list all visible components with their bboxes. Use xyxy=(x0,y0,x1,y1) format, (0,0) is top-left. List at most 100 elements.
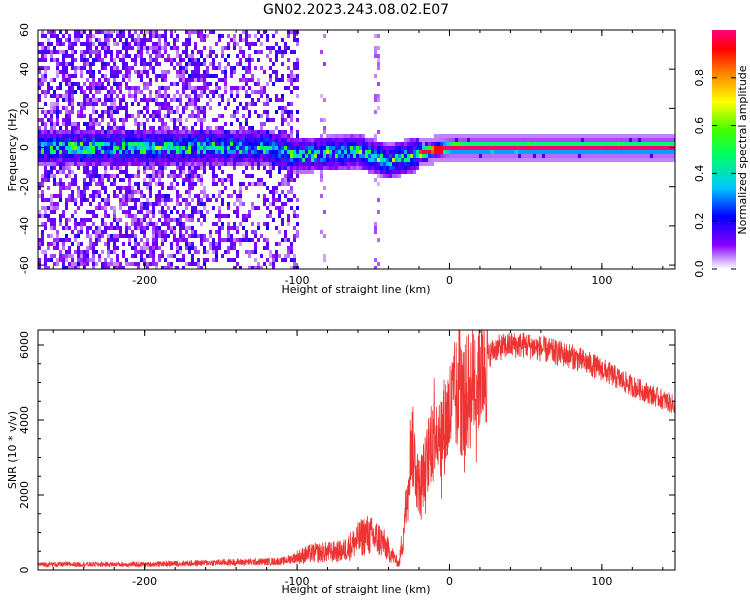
heatmap-cell xyxy=(200,198,203,202)
heatmap-cell xyxy=(485,146,488,150)
heatmap-cell xyxy=(296,234,299,238)
heatmap-cell xyxy=(149,210,152,214)
heatmap-cell xyxy=(146,38,149,42)
heatmap-cell xyxy=(131,254,134,258)
heatmap-cell xyxy=(167,194,170,198)
heatmap-cell xyxy=(74,202,77,206)
heatmap-cell xyxy=(563,134,566,138)
heatmap-cell xyxy=(158,54,161,58)
heatmap-cell xyxy=(119,98,122,102)
heatmap-cell xyxy=(266,222,269,226)
heatmap-cell xyxy=(128,114,131,118)
heatmap-cell xyxy=(365,158,368,162)
heatmap-cell xyxy=(248,146,251,150)
heatmap-cell xyxy=(119,206,122,210)
heatmap-cell xyxy=(662,146,665,150)
heatmap-cell xyxy=(284,174,287,178)
heatmap-cell xyxy=(44,174,47,178)
heatmap-cell xyxy=(152,98,155,102)
heatmap-cell xyxy=(254,146,257,150)
heatmap-cell xyxy=(182,214,185,218)
heatmap-cell xyxy=(47,46,50,50)
heatmap-cell xyxy=(167,266,170,269)
heatmap-cell xyxy=(653,138,656,142)
heatmap-cell xyxy=(143,250,146,254)
heatmap-cell xyxy=(53,150,56,154)
heatmap-cell xyxy=(248,66,251,70)
heatmap-cell xyxy=(203,38,206,42)
heatmap-cell xyxy=(206,258,209,262)
heatmap-cell xyxy=(50,170,53,174)
heatmap-cell xyxy=(281,38,284,42)
heatmap-cell xyxy=(248,42,251,46)
heatmap-cell xyxy=(581,146,584,150)
heatmap-cell xyxy=(143,202,146,206)
heatmap-cell xyxy=(164,70,167,74)
heatmap-cell xyxy=(632,142,635,146)
heatmap-cell xyxy=(164,126,167,130)
heatmap-cell xyxy=(470,138,473,142)
heatmap-cell xyxy=(113,238,116,242)
heatmap-cell xyxy=(191,74,194,78)
heatmap-cell xyxy=(323,258,326,262)
heatmap-cell xyxy=(149,82,152,86)
heatmap-cell xyxy=(386,142,389,146)
heatmap-cell xyxy=(284,42,287,46)
heatmap-cell xyxy=(212,90,215,94)
heatmap-cell xyxy=(239,46,242,50)
heatmap-cell xyxy=(77,102,80,106)
heatmap-cell xyxy=(275,158,278,162)
heatmap-cell xyxy=(221,114,224,118)
x-tick-label: -200 xyxy=(132,575,157,588)
heatmap-cell xyxy=(521,142,524,146)
heatmap-cell xyxy=(212,182,215,186)
heatmap-cell xyxy=(158,94,161,98)
heatmap-cell xyxy=(575,138,578,142)
heatmap-cell xyxy=(281,150,284,154)
heatmap-cell xyxy=(41,122,44,126)
heatmap-cell xyxy=(407,170,410,174)
heatmap-cell xyxy=(587,158,590,162)
heatmap-cell xyxy=(53,246,56,250)
heatmap-cell xyxy=(269,166,272,170)
heatmap-cell xyxy=(137,226,140,230)
heatmap-cell xyxy=(152,114,155,118)
heatmap-cell xyxy=(134,154,137,158)
heatmap-cell xyxy=(176,50,179,54)
heatmap-cell xyxy=(110,134,113,138)
heatmap-cell xyxy=(281,118,284,122)
heatmap-cell xyxy=(233,210,236,214)
heatmap-cell xyxy=(176,98,179,102)
heatmap-cell xyxy=(122,194,125,198)
heatmap-cell xyxy=(191,62,194,66)
heatmap-cell xyxy=(248,182,251,186)
heatmap-cell xyxy=(479,150,482,154)
heatmap-cell xyxy=(140,90,143,94)
heatmap-cell xyxy=(479,158,482,162)
heatmap-cell xyxy=(80,66,83,70)
heatmap-cell xyxy=(101,186,104,190)
heatmap-cell xyxy=(47,154,50,158)
heatmap-cell xyxy=(437,154,440,158)
heatmap-cell xyxy=(143,94,146,98)
heatmap-cell xyxy=(293,166,296,170)
heatmap-cell xyxy=(374,138,377,142)
heatmap-cell xyxy=(296,94,299,98)
heatmap-cell xyxy=(452,158,455,162)
heatmap-cell xyxy=(287,122,290,126)
heatmap-cell xyxy=(224,46,227,50)
heatmap-cell xyxy=(254,242,257,246)
heatmap-cell xyxy=(128,86,131,90)
heatmap-cell xyxy=(191,198,194,202)
heatmap-cell xyxy=(506,146,509,150)
heatmap-cell xyxy=(125,70,128,74)
heatmap-cell xyxy=(137,38,140,42)
heatmap-cell xyxy=(188,114,191,118)
heatmap-cell xyxy=(281,158,284,162)
heatmap-cell xyxy=(197,218,200,222)
heatmap-cell xyxy=(50,162,53,166)
heatmap-cell xyxy=(140,50,143,54)
heatmap-cell xyxy=(182,126,185,130)
heatmap-cell xyxy=(143,182,146,186)
heatmap-cell xyxy=(155,34,158,38)
